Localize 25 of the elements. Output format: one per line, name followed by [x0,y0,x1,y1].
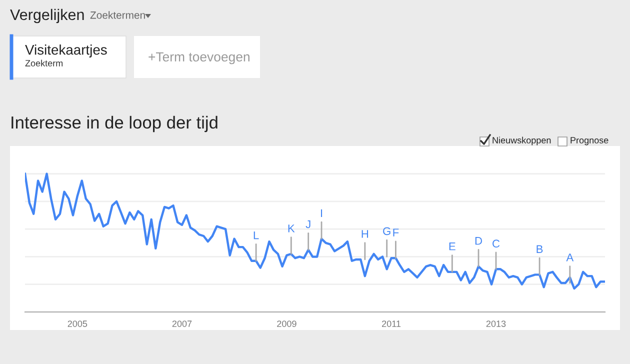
x-tick-label: 2013 [486,320,506,327]
text: Vergelijken [10,8,84,24]
text: Nieuwskoppen [492,136,551,146]
text: +Term toevoegen [148,52,250,64]
x-tick-label: 2011 [382,320,401,327]
annotation: J [306,220,310,228]
annotation: I [321,209,322,218]
annotation: G [383,227,390,236]
chart-title: Interesse in de loop der tijd [12,116,218,132]
annotation: E [449,242,456,250]
annotation: L [254,231,259,240]
annotation: A [566,254,574,262]
annotation: H [362,230,368,238]
annotation: C [492,240,500,248]
annotation: D [475,237,482,245]
annotation: F [393,228,399,236]
text: Zoekterm [25,60,63,66]
annotation: B [536,245,543,253]
x-tick-label: 2007 [172,320,192,327]
x-tick-label: 2005 [68,320,88,327]
text: Zoektermen [90,11,145,19]
text: Prognose [570,137,608,146]
x-tick-label: 2009 [277,320,296,327]
text: Visitekaartjes [25,44,107,58]
annotation: K [288,224,295,232]
